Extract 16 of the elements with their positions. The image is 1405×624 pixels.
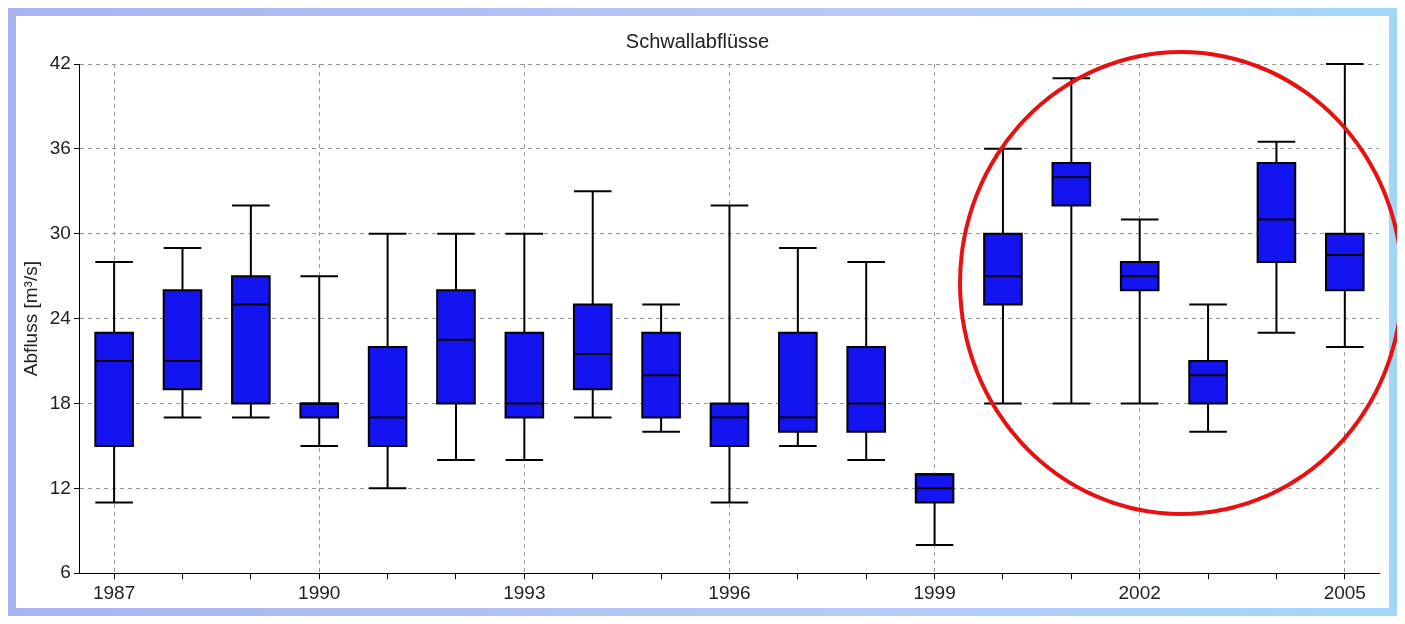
x-tick-label: 1990 (298, 581, 341, 603)
y-tick-label: 36 (49, 137, 71, 159)
x-tick-label: 2002 (1118, 581, 1161, 603)
x-tick-label: 2005 (1323, 581, 1366, 603)
y-tick-label: 24 (49, 306, 72, 328)
y-axis-title: Abfluss [m³/s] (19, 261, 41, 377)
x-tick-label: 1987 (92, 581, 136, 603)
y-tick-label: 6 (60, 561, 71, 583)
chart-title: Schwallabflüsse (625, 29, 770, 52)
x-tick-label: 1996 (708, 581, 751, 603)
x-tick-label: 1993 (503, 581, 546, 603)
y-tick-label: 30 (49, 221, 71, 243)
y-tick-label: 12 (49, 476, 71, 498)
x-tick-label: 1999 (913, 581, 956, 603)
y-tick-label: 18 (49, 391, 71, 413)
y-tick-label: 42 (49, 52, 71, 74)
